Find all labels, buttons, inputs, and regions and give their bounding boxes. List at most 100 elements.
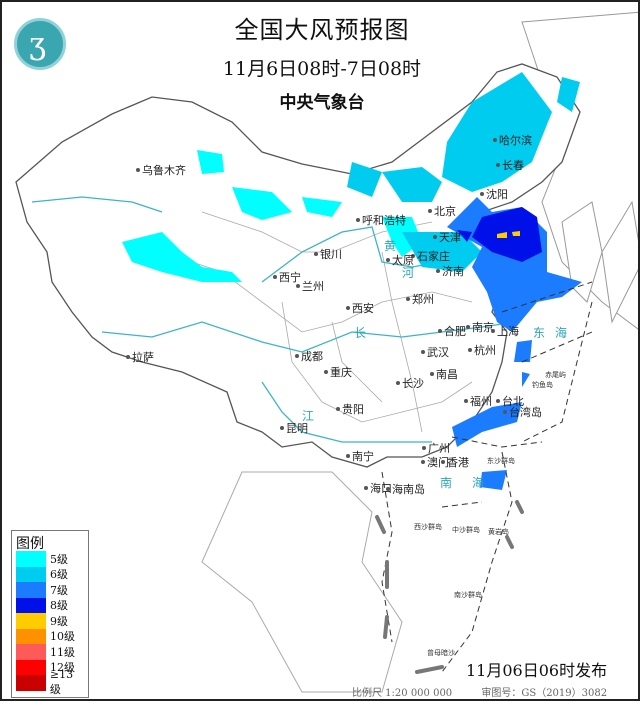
city-marker [468, 348, 472, 352]
city-marker [346, 454, 350, 458]
city-label: 福州 [470, 395, 492, 408]
city-label: 香港 [447, 456, 469, 469]
city-marker [433, 235, 437, 239]
city-marker [336, 407, 340, 411]
city-label: 合肥 [444, 325, 466, 338]
map-footer: 比例尺 1:20 000 000 审图号：GS（2019）3082号 [352, 684, 638, 699]
city-label: 武汉 [427, 346, 449, 359]
legend-label: 11级 [50, 645, 75, 659]
city-marker [273, 275, 277, 279]
island-label: 曾母暗沙 [427, 649, 455, 657]
city-label: 南京 [472, 321, 494, 334]
city-marker [280, 426, 284, 430]
city-label: 上海 [497, 325, 519, 338]
city-marker [421, 460, 425, 464]
city-label: 成都 [301, 350, 323, 363]
legend-swatch [16, 613, 46, 629]
legend-item: 8级 [16, 597, 84, 613]
city-marker [496, 163, 500, 167]
city-label: 兰州 [302, 280, 324, 293]
city-marker [430, 372, 434, 376]
sea-label: 海 [555, 326, 568, 340]
legend-label: 10级 [50, 630, 75, 644]
city-marker [422, 446, 426, 450]
wind-area-level9 [497, 231, 520, 238]
city-marker [295, 354, 299, 358]
legend-item: 7级 [16, 582, 84, 598]
city-label: 北京 [434, 205, 456, 218]
city-label: 南宁 [352, 450, 374, 463]
city-label: 长沙 [402, 377, 424, 390]
city-marker [356, 218, 360, 222]
sea-label: 海 [472, 476, 485, 490]
city-marker [428, 209, 432, 213]
city-marker [436, 269, 440, 273]
city-label: 海口 [370, 482, 392, 495]
city-marker [396, 381, 400, 385]
legend-swatch [16, 597, 46, 613]
agency-name: 中央气象台 [279, 93, 365, 113]
forecast-period: 11月6日08时-7日08时 [222, 58, 422, 80]
city-marker [364, 486, 368, 490]
legend-label: 7级 [50, 583, 68, 597]
island-label: 黄岩岛 [488, 528, 509, 536]
sea-area-boundaries [381, 281, 593, 673]
city-marker [296, 284, 300, 288]
legend-swatch [16, 644, 46, 660]
city-label: 广州 [428, 442, 450, 455]
legend-item: 12级 [16, 659, 84, 675]
city-label: 呼和浩特 [362, 214, 406, 227]
approval-number: 审图号：GS（2019）3082号 [481, 688, 608, 699]
legend-item: ≥13级 [16, 668, 84, 696]
city-marker [126, 355, 130, 359]
city-label: 乌鲁木齐 [142, 164, 186, 177]
city-marker [324, 370, 328, 374]
legend-label: 12级 [50, 661, 75, 675]
wind-area-level5 [122, 150, 422, 282]
legend-swatch [16, 675, 46, 691]
legend-label: 9级 [50, 614, 68, 628]
wind-area-level6 [347, 72, 580, 272]
legend-label: 8级 [50, 599, 68, 613]
city-label: 台北 [502, 395, 524, 408]
legend-item: 5级 [16, 551, 84, 567]
city-marker [466, 325, 470, 329]
city-label: 重庆 [330, 366, 352, 379]
city-marker [480, 192, 484, 196]
issued-time: 11月06日06时发布 [466, 661, 608, 680]
island-label: 赤尾屿 [545, 371, 566, 379]
city-label: 天津 [439, 231, 461, 244]
city-label: 海南岛 [392, 483, 425, 496]
island-label: 西沙群岛 [414, 523, 442, 531]
scale-text: 比例尺 1:20 000 000 [352, 688, 453, 699]
city-label: 台湾岛 [509, 406, 542, 419]
island-label: 钓鱼岛 [532, 381, 553, 389]
legend-swatch [16, 659, 46, 675]
river-label: 河 [402, 266, 415, 280]
legend-label: ≥13级 [49, 668, 74, 697]
island-label: 东沙群岛 [487, 457, 515, 465]
city-label: 银川 [320, 248, 342, 261]
city-label: 澳门 [427, 456, 449, 469]
island-label: 南沙群岛 [454, 591, 482, 599]
city-marker [491, 329, 495, 333]
legend-item: 11级 [16, 644, 84, 660]
legend-title: 图例 [16, 536, 44, 552]
city-marker [441, 460, 445, 464]
city-label: 杭州 [474, 344, 496, 357]
city-marker [493, 138, 497, 142]
city-marker [496, 399, 500, 403]
city-label: 拉萨 [132, 351, 154, 364]
legend-label: 5级 [50, 552, 68, 566]
city-label: 郑州 [412, 293, 434, 306]
city-marker [421, 350, 425, 354]
island-label: 中沙群岛 [452, 526, 480, 534]
legend-item: 9级 [16, 613, 84, 629]
sea-label: 东 [533, 326, 546, 340]
legend-item: 6级 [16, 566, 84, 582]
legend-label: 6级 [50, 568, 68, 582]
legend-swatch [16, 566, 46, 582]
city-label: 西宁 [279, 271, 301, 284]
